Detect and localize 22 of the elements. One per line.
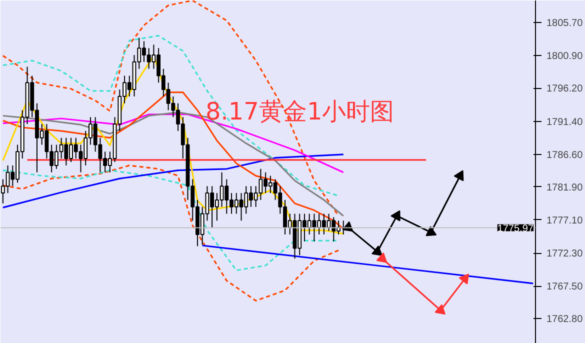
point <box>390 210 400 222</box>
y-tick-label: 1767.50 <box>546 282 584 293</box>
y-tick-label: 1791.40 <box>546 116 584 128</box>
line-series <box>2 154 344 208</box>
point <box>454 170 464 182</box>
y-tick-label: 1800.90 <box>546 51 584 62</box>
point <box>372 246 382 256</box>
y-tick-label: 1762.80 <box>546 314 584 326</box>
point <box>458 274 470 284</box>
y-tick-label: 1796.20 <box>546 84 584 95</box>
point <box>376 252 388 263</box>
point <box>434 304 446 315</box>
y-tick-label: 1786.60 <box>546 150 584 161</box>
line-series <box>2 169 340 272</box>
y-tick-label: 1777.10 <box>546 215 584 226</box>
ref-line-label: 1775.97 <box>497 223 534 234</box>
y-tick-label: 1781.90 <box>546 182 584 194</box>
y-tick-label: 1805.70 <box>546 18 584 30</box>
point <box>426 226 437 236</box>
line-series <box>2 164 340 302</box>
y-tick-label: 1772.30 <box>546 248 584 260</box>
text: 8.17黄金1小时图 <box>206 98 394 126</box>
